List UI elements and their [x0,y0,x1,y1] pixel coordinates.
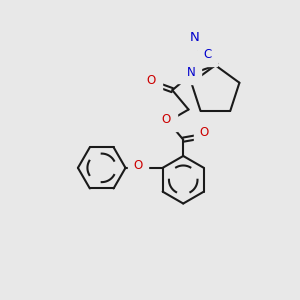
Text: O: O [133,159,142,172]
Text: N: N [190,31,200,44]
Text: O: O [199,126,208,139]
Text: H: H [182,68,190,77]
Text: N: N [187,66,195,79]
Text: O: O [162,112,171,125]
Text: O: O [147,74,156,87]
Text: C: C [203,48,212,61]
